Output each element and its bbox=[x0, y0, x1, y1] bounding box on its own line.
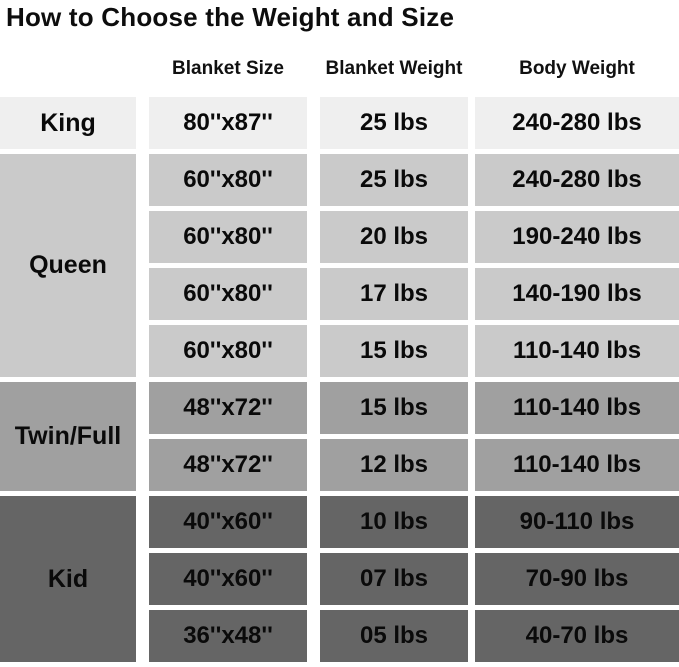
table-cell-body-weight: 190-240 lbs bbox=[475, 211, 679, 263]
table-cell-blanket-weight: 15 lbs bbox=[320, 325, 468, 377]
table-cell-blanket-weight: 10 lbs bbox=[320, 496, 468, 548]
table-cell-blanket-size: 48''x72'' bbox=[149, 439, 307, 491]
table-cell-blanket-size: 60''x80'' bbox=[149, 211, 307, 263]
row-group-label-kid: Kid bbox=[0, 496, 136, 662]
table-cell-blanket-size: 40''x60'' bbox=[149, 553, 307, 605]
table-cell-blanket-size: 80''x87'' bbox=[149, 97, 307, 149]
table-cell-blanket-weight: 25 lbs bbox=[320, 154, 468, 206]
table-cell-body-weight: 110-140 lbs bbox=[475, 382, 679, 434]
table-cell-blanket-weight: 20 lbs bbox=[320, 211, 468, 263]
column-header-blanket-size: Blanket Size bbox=[172, 58, 284, 79]
table-cell-body-weight: 240-280 lbs bbox=[475, 154, 679, 206]
table-cell-blanket-weight: 25 lbs bbox=[320, 97, 468, 149]
table-cell-blanket-size: 48''x72'' bbox=[149, 382, 307, 434]
table-cell-blanket-size: 40''x60'' bbox=[149, 496, 307, 548]
table-cell-blanket-weight: 15 lbs bbox=[320, 382, 468, 434]
table-cell-blanket-weight: 12 lbs bbox=[320, 439, 468, 491]
table-cell-body-weight: 110-140 lbs bbox=[475, 439, 679, 491]
table-cell-blanket-size: 60''x80'' bbox=[149, 154, 307, 206]
size-weight-table: King Queen Twin/Full Kid 80''x87'' 25 lb… bbox=[0, 97, 679, 662]
page-title: How to Choose the Weight and Size bbox=[6, 2, 455, 32]
row-group-label-twin-full: Twin/Full bbox=[0, 382, 136, 491]
table-cell-blanket-weight: 05 lbs bbox=[320, 610, 468, 662]
table-cell-body-weight: 40-70 lbs bbox=[475, 610, 679, 662]
table-cell-body-weight: 140-190 lbs bbox=[475, 268, 679, 320]
table-cell-body-weight: 90-110 lbs bbox=[475, 496, 679, 548]
row-group-label-queen: Queen bbox=[0, 154, 136, 377]
table-cell-body-weight: 240-280 lbs bbox=[475, 97, 679, 149]
table-cell-body-weight: 110-140 lbs bbox=[475, 325, 679, 377]
table-cell-blanket-weight: 17 lbs bbox=[320, 268, 468, 320]
column-header-blanket-weight: Blanket Weight bbox=[325, 58, 463, 79]
table-cell-blanket-weight: 07 lbs bbox=[320, 553, 468, 605]
table-cell-body-weight: 70-90 lbs bbox=[475, 553, 679, 605]
column-header-row: Blanket Size Blanket Weight Body Weight bbox=[0, 52, 679, 86]
row-group-label-king: King bbox=[0, 97, 136, 149]
table-cell-blanket-size: 60''x80'' bbox=[149, 268, 307, 320]
column-header-body-weight: Body Weight bbox=[519, 58, 635, 79]
table-cell-blanket-size: 60''x80'' bbox=[149, 325, 307, 377]
table-cell-blanket-size: 36''x48'' bbox=[149, 610, 307, 662]
